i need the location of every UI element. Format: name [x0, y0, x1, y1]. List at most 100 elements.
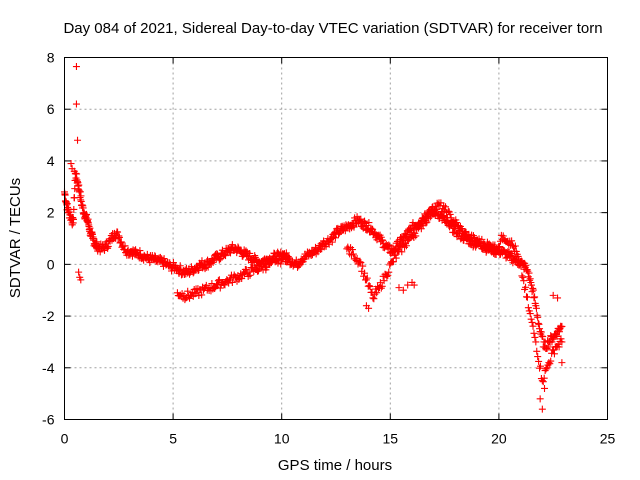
- data-point: [427, 213, 435, 221]
- data-point: [331, 234, 339, 242]
- data-point: [245, 268, 253, 276]
- data-point: [402, 242, 410, 250]
- data-point: [389, 258, 397, 266]
- data-point: [385, 241, 393, 249]
- y-tick-label: -4: [42, 360, 55, 376]
- data-point: [531, 293, 539, 301]
- data-point: [519, 273, 527, 281]
- data-point: [217, 255, 225, 263]
- data-point: [553, 332, 561, 340]
- y-tick-label: 8: [47, 50, 55, 66]
- data-point: [277, 260, 285, 268]
- data-point: [491, 241, 499, 249]
- data-point: [313, 246, 321, 254]
- data-point: [542, 365, 550, 373]
- data-point: [378, 282, 386, 290]
- data-point: [246, 271, 254, 279]
- data-point: [385, 268, 393, 276]
- data-point: [439, 212, 447, 220]
- data-point: [228, 241, 236, 249]
- data-point: [246, 249, 254, 257]
- data-point: [539, 378, 547, 386]
- x-tick-label: 25: [600, 431, 616, 447]
- data-point: [160, 255, 168, 263]
- data-point: [494, 247, 502, 255]
- data-point: [221, 281, 229, 289]
- data-point: [555, 343, 563, 351]
- data-point: [499, 232, 507, 240]
- data-point: [104, 242, 112, 250]
- data-point: [362, 302, 370, 310]
- data-point: [391, 251, 399, 259]
- data-point: [442, 203, 450, 211]
- data-point: [429, 209, 437, 217]
- data-point: [72, 63, 80, 71]
- data-point: [349, 250, 357, 258]
- data-point: [534, 319, 542, 327]
- data-point: [67, 160, 75, 168]
- y-tick-label: 4: [47, 153, 55, 169]
- data-point: [523, 266, 531, 274]
- data-point: [198, 257, 206, 265]
- x-tick-label: 5: [169, 431, 177, 447]
- data-point: [525, 269, 533, 277]
- data-point: [526, 275, 534, 283]
- data-point: [69, 215, 77, 223]
- data-point: [72, 100, 80, 108]
- data-point: [394, 247, 402, 255]
- data-point: [383, 272, 391, 280]
- data-point: [74, 136, 82, 144]
- data-point: [143, 250, 151, 258]
- data-point: [530, 329, 538, 337]
- data-point: [518, 272, 526, 280]
- data-point: [201, 265, 209, 273]
- y-tick-label: 0: [47, 256, 55, 272]
- grid-lines: [64, 57, 608, 420]
- data-point: [115, 232, 123, 240]
- data-point: [70, 167, 78, 175]
- data-point: [543, 345, 551, 353]
- data-point: [209, 258, 217, 266]
- data-point: [370, 295, 378, 303]
- data-point: [359, 262, 367, 270]
- data-point: [514, 252, 522, 260]
- data-point: [76, 188, 84, 196]
- data-point: [478, 235, 486, 243]
- data-point: [360, 218, 368, 226]
- data-point: [238, 275, 246, 283]
- data-point: [541, 384, 549, 392]
- data-point: [540, 374, 548, 382]
- data-point: [86, 224, 94, 232]
- data-point: [284, 253, 292, 261]
- data-point: [369, 294, 377, 302]
- data-point: [114, 228, 122, 236]
- data-point: [410, 281, 418, 289]
- y-tick-labels: -6 -4 -2 0 2 4 6 8: [42, 50, 55, 428]
- data-point: [115, 233, 123, 241]
- data-point: [117, 238, 125, 246]
- data-point: [532, 338, 540, 346]
- data-point: [520, 277, 528, 285]
- data-point: [446, 210, 454, 218]
- plot-frame: [64, 57, 608, 420]
- data-point: [194, 266, 202, 274]
- data-point: [536, 395, 544, 403]
- data-point: [136, 247, 144, 255]
- data-point: [362, 276, 370, 284]
- data-point: [524, 304, 532, 312]
- data-point: [292, 256, 300, 264]
- y-tick-label: 2: [47, 205, 55, 221]
- data-point: [522, 283, 530, 291]
- data-point: [282, 258, 290, 266]
- data-point: [316, 245, 324, 253]
- chart-title: Day 084 of 2021, Sidereal Day-to-day VTE…: [63, 20, 602, 37]
- data-point: [535, 320, 543, 328]
- data-point: [204, 263, 212, 271]
- data-point: [533, 347, 541, 355]
- data-point: [538, 405, 546, 413]
- data-point: [534, 353, 542, 361]
- data-point: [361, 269, 369, 277]
- y-axis-title: SDTVAR / TECUs: [7, 178, 24, 298]
- data-point: [508, 237, 516, 245]
- data-point: [529, 284, 537, 292]
